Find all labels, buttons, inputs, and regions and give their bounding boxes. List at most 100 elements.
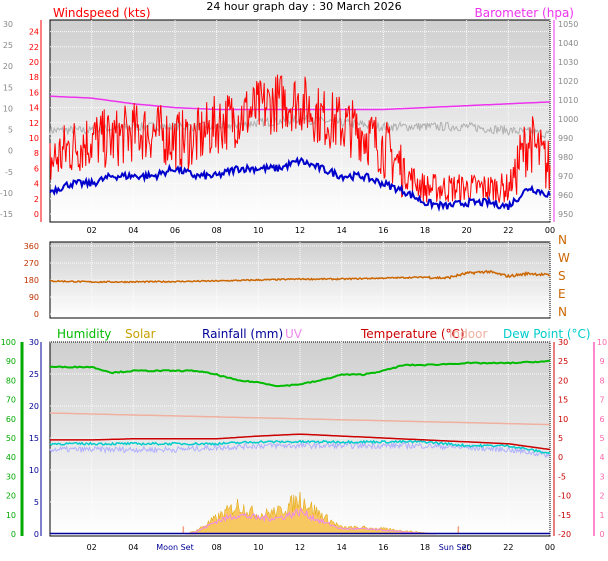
direction-tick: 360 [24, 242, 39, 251]
baro-right-tick: 990 [558, 134, 573, 143]
wind-left-tick: 14 [29, 104, 39, 113]
wind-left-tick: 10 [29, 134, 39, 143]
moon-set-marker: Moon Set [156, 543, 193, 552]
series-humidity-line [49, 359, 550, 388]
baro-right-tick: 950 [558, 210, 573, 219]
temperature-tick: -10 [558, 492, 571, 501]
wind-outer-tick: -10 [0, 189, 13, 198]
wind-outer-tick: 15 [3, 83, 13, 92]
climate-x-tick: 16 [378, 543, 388, 552]
series-barometer-line [49, 95, 551, 111]
uv-tick: 2 [599, 492, 604, 501]
wind-x-tick: 22 [503, 226, 513, 235]
wind-left-tick: 6 [34, 164, 39, 173]
wind-x-tick: 06 [170, 226, 180, 235]
baro-right-tick: 1020 [558, 77, 578, 86]
uv-tick: 9 [599, 357, 604, 366]
wind-left-tick: 22 [29, 43, 39, 52]
climate-x-tick: 22 [503, 543, 513, 552]
uv-tick: 1 [599, 511, 604, 520]
baro-right-tick: 1030 [558, 58, 578, 67]
compass-label: N [558, 233, 567, 247]
baro-right-tick: 1000 [558, 115, 578, 124]
series-uv-line [185, 507, 436, 535]
humidity-tick: 30 [6, 472, 16, 481]
wind-left-tick: 20 [29, 58, 39, 67]
wind-left-tick: 24 [29, 28, 39, 37]
wind-left-tick: 16 [29, 88, 39, 97]
uv-tick: 5 [599, 434, 604, 443]
uv-tick: 7 [599, 396, 604, 405]
wind-outer-tick: -15 [0, 210, 13, 219]
humidity-tick: 80 [6, 376, 16, 385]
climate-x-tick: 02 [87, 543, 97, 552]
baro-right-tick: 1040 [558, 39, 578, 48]
temperature-tick: 5 [558, 434, 563, 443]
humidity-tick: 40 [6, 453, 16, 462]
baro-right-tick: 970 [558, 172, 573, 181]
climate-x-tick: 04 [128, 543, 138, 552]
uv-tick: 8 [599, 376, 604, 385]
wind-x-tick: 02 [87, 226, 97, 235]
humidity-tick: 0 [11, 530, 16, 539]
climate-x-tick: 20 [462, 543, 472, 552]
legend-1: Solar [125, 327, 156, 341]
climate-x-tick: 00 [545, 543, 555, 552]
series-indoor-line [49, 412, 551, 426]
wind-left-tick: 4 [34, 180, 39, 189]
temperature-tick: -20 [558, 530, 571, 539]
baro-right-tick: 1010 [558, 96, 578, 105]
rain-tick: 30 [29, 338, 39, 347]
rain-tick: 0 [34, 530, 39, 539]
direction-tick: 180 [24, 276, 39, 285]
wind-outer-tick: -5 [5, 168, 13, 177]
wind-outer-tick: 10 [3, 104, 13, 113]
wind-left-tick: 8 [34, 149, 39, 158]
wind-x-tick: 20 [462, 226, 472, 235]
rain-tick: 10 [29, 466, 39, 475]
legend-5: Indoor [449, 327, 487, 341]
compass-label: S [558, 269, 566, 283]
wind-outer-tick: 25 [3, 41, 13, 50]
series-direction-line [49, 269, 550, 284]
compass-label: E [558, 287, 566, 301]
rain-tick: 15 [29, 434, 39, 443]
humidity-tick: 60 [6, 415, 16, 424]
temperature-tick: 30 [558, 338, 568, 347]
wind-left-tick: 2 [34, 195, 39, 204]
sun-set-marker: Sun Set [439, 543, 470, 552]
wind-left-tick: 12 [29, 119, 39, 128]
uv-tick: 6 [599, 415, 604, 424]
temperature-tick: 15 [558, 396, 568, 405]
wind-x-tick: 08 [212, 226, 222, 235]
wind-left-tick: 18 [29, 73, 39, 82]
wind-x-tick: 12 [295, 226, 305, 235]
temperature-tick: 25 [558, 357, 568, 366]
climate-x-tick: 10 [253, 543, 263, 552]
rain-tick: 5 [34, 498, 39, 507]
legend-windspeed: Windspeed (kts) [53, 6, 151, 20]
climate-x-tick: 12 [295, 543, 305, 552]
wind-x-tick: 10 [253, 226, 263, 235]
legend-3: UV [285, 327, 303, 341]
series-average-line [49, 156, 551, 213]
compass-label: N [558, 305, 567, 319]
series-lilac-line [49, 441, 551, 459]
wind-outer-tick: 0 [8, 147, 13, 156]
humidity-tick: 50 [6, 434, 16, 443]
temperature-tick: -15 [558, 511, 571, 520]
baro-right-tick: 1050 [558, 20, 578, 29]
baro-right-tick: 960 [558, 191, 573, 200]
temperature-tick: 20 [558, 376, 568, 385]
uv-tick: 3 [599, 472, 604, 481]
wind-x-tick: 16 [378, 226, 388, 235]
humidity-tick: 70 [6, 396, 16, 405]
direction-tick: 0 [34, 310, 39, 319]
direction-tick: 270 [24, 259, 39, 268]
legend-barometer: Barometer (hpa) [475, 6, 574, 20]
wind-x-tick: 18 [420, 226, 430, 235]
uv-tick: 10 [597, 338, 607, 347]
wind-outer-tick: 20 [3, 62, 13, 71]
wind-outer-tick: 30 [3, 20, 13, 29]
